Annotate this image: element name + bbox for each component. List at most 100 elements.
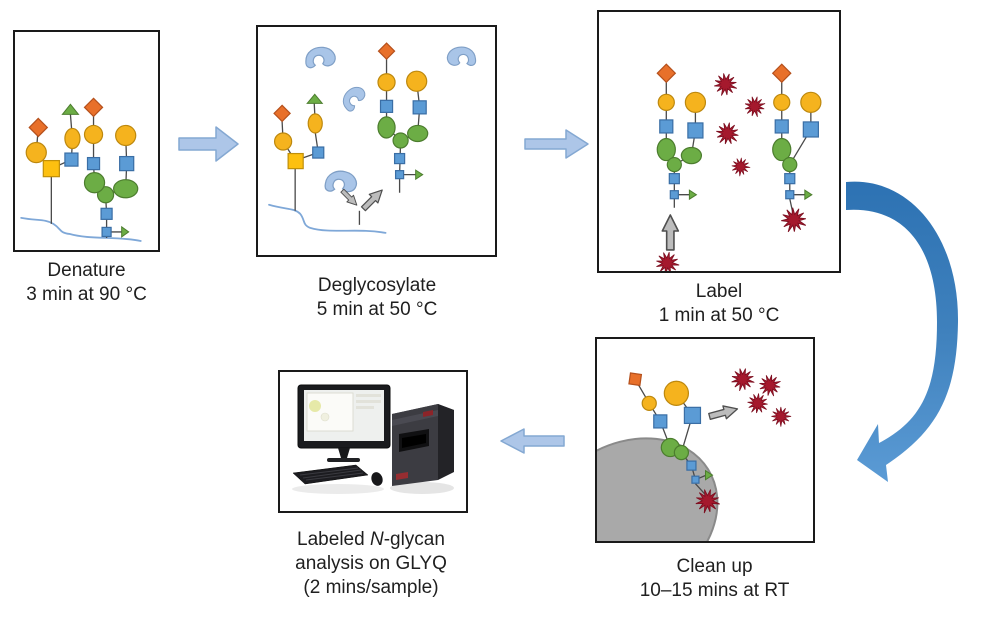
caption-deglycosylate: Deglycosylate 5 min at 50 °C [277, 274, 477, 322]
glcnac-icon [119, 155, 135, 172]
dye-icon [710, 69, 742, 101]
bead-icon [597, 437, 719, 541]
sialic-acid-icon [771, 63, 792, 84]
sialic-acid-icon [83, 97, 104, 118]
shadow [292, 484, 384, 494]
computer-monitor [297, 384, 391, 462]
glcnac-icon [802, 121, 819, 138]
glycoprotein-left [25, 103, 81, 224]
caption-label: Label 1 min at 50 °C [619, 280, 819, 328]
excess-dye [728, 365, 792, 427]
step-name: Denature [47, 260, 126, 281]
gray-arrow-icon [358, 185, 388, 214]
mannose-icon [666, 156, 682, 173]
sialic-acid-icon [28, 117, 49, 138]
galactose-icon [307, 113, 323, 134]
glycoprotein [273, 93, 325, 211]
mannose-icon [673, 444, 690, 461]
galactose-icon [377, 73, 396, 92]
step-name-line2: analysis on GLYQ [295, 553, 447, 574]
glcnac-icon [100, 207, 113, 220]
caption-denature: Denature 3 min at 90 °C [0, 259, 187, 307]
mannose-icon [407, 124, 429, 143]
mannose-icon [83, 172, 106, 194]
cleanup-illustration [597, 365, 792, 541]
instrument-red-strip [396, 472, 408, 480]
mannose-icon [377, 116, 396, 139]
enzyme-icon [444, 42, 478, 73]
galactose-icon [273, 132, 293, 151]
galactose-icon [83, 124, 104, 145]
glcnac-icon [687, 122, 704, 139]
sialic-acid-icon [273, 104, 291, 123]
dye-icon [653, 249, 682, 271]
panel-cleanup [595, 337, 815, 543]
step-conditions: 5 min at 50 °C [316, 299, 438, 320]
glcnac-icon [784, 173, 796, 185]
glcnac-icon [412, 100, 427, 115]
glcnac-icon [785, 190, 795, 200]
galactose-icon [773, 93, 791, 111]
glcnac-icon [379, 99, 394, 113]
membrane [268, 203, 387, 234]
shadow [390, 482, 454, 494]
step-name: Labeled N-glycan [297, 529, 445, 550]
mannose-icon [392, 132, 409, 149]
step-conditions: 10–15 mins at RT [639, 580, 790, 601]
panel-label [597, 10, 841, 273]
galactose-icon [657, 93, 675, 111]
keyboard [292, 464, 369, 485]
glcnac-icon [86, 156, 101, 171]
galnac-icon [42, 159, 60, 178]
sialic-acid-icon [628, 372, 643, 387]
dye-icon [776, 203, 812, 238]
dye-icon [728, 365, 758, 395]
step-name: Label [695, 281, 743, 302]
step-conditions: 3 min at 90 °C [26, 284, 147, 305]
mannose-icon [96, 186, 115, 204]
labeled-glycan-right [771, 63, 822, 238]
glcnac-icon [394, 170, 405, 180]
glcnac-icon [686, 460, 697, 471]
enzyme-icon [338, 83, 370, 114]
sialic-acid-icon [377, 42, 396, 61]
free-dye-molecules [710, 69, 769, 178]
glyq-instrument [392, 404, 454, 486]
fucose-icon [415, 169, 424, 181]
step-conditions: (2 mins/sample) [303, 577, 439, 598]
glcnac-icon [668, 173, 680, 185]
glcnac-icon [669, 190, 679, 200]
fucose-icon [121, 225, 130, 238]
arrow-denature-to-deglycosylate [178, 126, 239, 162]
dye-icon [730, 156, 752, 178]
dye-icon [755, 371, 785, 400]
mannose-icon [656, 137, 676, 162]
glcnac-icon [774, 119, 789, 134]
dye-icon [771, 406, 792, 427]
glcnac-icon [64, 152, 79, 167]
galactose-icon [406, 70, 428, 92]
fucose-icon [705, 469, 714, 481]
panel-denature [13, 30, 160, 252]
galactose-icon [663, 380, 690, 406]
wash-arrow [707, 401, 740, 424]
galactose-icon [800, 91, 822, 113]
panel-deglycosylate [256, 25, 497, 257]
label-illustration [653, 63, 822, 271]
glcnac-icon [312, 146, 325, 159]
galactose-icon [641, 395, 657, 411]
instrument-red-emblem [423, 410, 433, 417]
mannose-icon [680, 146, 703, 165]
denature-illustration [20, 97, 142, 242]
fucose-icon [804, 189, 813, 201]
glcnac-icon [653, 414, 668, 429]
arrow-deglycosylate-to-label [524, 129, 589, 159]
glcnac-icon [101, 226, 112, 238]
glcnac-icon [683, 406, 702, 425]
mouse [371, 472, 383, 486]
fucose-icon [688, 189, 698, 201]
galnac-icon [287, 152, 304, 170]
galactose-icon [25, 141, 47, 164]
glcnac-icon [659, 119, 674, 134]
